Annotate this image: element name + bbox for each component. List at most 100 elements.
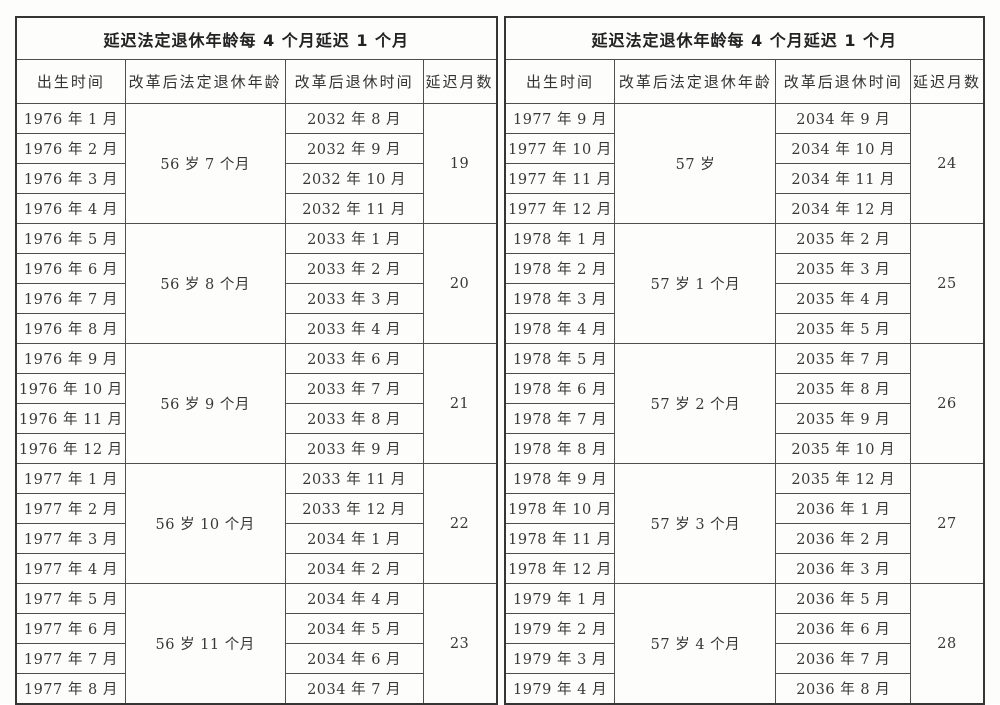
retirement-month-cell: 2032 年 9 月 — [284, 133, 424, 164]
retirement-age-cell: 57 岁 — [614, 103, 777, 224]
table-row: 1978 年 1 月 57 岁 1 个月 2035 年 2 月 25 — [504, 223, 985, 344]
delay-months-cell: 21 — [422, 343, 498, 464]
birth-month-cell: 1976 年 9 月 — [15, 343, 126, 374]
column-header-post-reform-age: 改革后法定退休年龄 — [614, 59, 777, 104]
table-row: 1976 年 9 月 56 岁 9 个月 2033 年 6 月 21 — [15, 343, 498, 464]
retirement-month-cell: 2036 年 2 月 — [775, 523, 911, 554]
table-row: 1979 年 2 月 2036 年 6 月 — [504, 613, 984, 644]
retirement-month-cell: 2036 年 3 月 — [775, 553, 911, 584]
birth-month-cell: 1976 年 5 月 — [15, 223, 126, 254]
retirement-month-cell: 2036 年 7 月 — [775, 643, 911, 674]
delay-months-cell: 23 — [422, 583, 498, 705]
table-row: 1977 年 4 月 2034 年 2 月 — [15, 553, 497, 584]
retirement-month-cell: 2035 年 3 月 — [775, 253, 911, 284]
column-header-delay-months: 延迟月数 — [422, 59, 498, 104]
birth-month-cell: 1977 年 4 月 — [15, 553, 126, 584]
table-row: 1976 年 6 月 2033 年 2 月 — [15, 253, 497, 284]
table-row: 1977 年 6 月 2034 年 5 月 — [15, 613, 497, 644]
birth-month-cell: 1979 年 1 月 — [504, 583, 616, 614]
retirement-month-cell: 2034 年 4 月 — [284, 583, 424, 614]
delay-months-cell: 20 — [422, 223, 498, 344]
retirement-table-right: 延迟法定退休年龄每 4 个月延迟 1 个月 出生时间 改革后法定退休年龄 改革后退休时… — [503, 16, 985, 705]
table-row: 1977 年 9 月 57 岁 2034 年 9 月 24 — [504, 103, 985, 224]
birth-month-cell: 1977 年 10 月 — [504, 133, 616, 164]
retirement-age-cell: 56 岁 7 个月 — [124, 103, 286, 224]
birth-month-cell: 1977 年 1 月 — [15, 463, 126, 494]
retirement-month-cell: 2035 年 4 月 — [775, 283, 911, 314]
table-row: 1976 年 8 月 2033 年 4 月 — [15, 313, 497, 344]
retirement-month-cell: 2035 年 9 月 — [775, 403, 911, 434]
birth-month-cell: 1978 年 5 月 — [504, 343, 616, 374]
table-row: 1977 年 11 月 2034 年 11 月 — [504, 163, 984, 194]
table-row: 1976 年 10 月 2033 年 7 月 — [15, 373, 497, 404]
retirement-month-cell: 2036 年 5 月 — [775, 583, 911, 614]
retirement-month-cell: 2034 年 7 月 — [284, 673, 424, 705]
table-row: 1976 年 4 月 2032 年 11 月 — [15, 193, 497, 224]
birth-month-cell: 1978 年 3 月 — [504, 283, 616, 314]
birth-month-cell: 1976 年 11 月 — [15, 403, 126, 434]
birth-month-cell: 1977 年 3 月 — [15, 523, 126, 554]
birth-month-cell: 1977 年 6 月 — [15, 613, 126, 644]
column-header-birth-time: 出生时间 — [504, 59, 616, 104]
retirement-month-cell: 2034 年 11 月 — [775, 163, 911, 194]
table-row: 1977 年 5 月 56 岁 11 个月 2034 年 4 月 23 — [15, 583, 498, 705]
retirement-age-cell: 56 岁 8 个月 — [124, 223, 286, 344]
column-header-birth-time: 出生时间 — [15, 59, 126, 104]
retirement-month-cell: 2033 年 11 月 — [284, 463, 424, 494]
birth-month-cell: 1977 年 9 月 — [504, 103, 616, 134]
retirement-age-cell: 57 岁 3 个月 — [614, 463, 777, 584]
retirement-month-cell: 2034 年 6 月 — [284, 643, 424, 674]
retirement-month-cell: 2033 年 4 月 — [284, 313, 424, 344]
delay-months-cell: 24 — [909, 103, 985, 224]
table-row: 1979 年 3 月 2036 年 7 月 — [504, 643, 984, 674]
birth-month-cell: 1979 年 3 月 — [504, 643, 616, 674]
birth-month-cell: 1976 年 12 月 — [15, 433, 126, 464]
retirement-month-cell: 2033 年 1 月 — [284, 223, 424, 254]
retirement-age-cell: 57 岁 2 个月 — [614, 343, 777, 464]
table-row: 1978 年 5 月 57 岁 2 个月 2035 年 7 月 26 — [504, 343, 985, 464]
delay-months-cell: 25 — [909, 223, 985, 344]
birth-month-cell: 1977 年 7 月 — [15, 643, 126, 674]
retirement-age-cell: 57 岁 4 个月 — [614, 583, 777, 705]
table-row: 1976 年 3 月 2032 年 10 月 — [15, 163, 497, 194]
table-title: 延迟法定退休年龄每 4 个月延迟 1 个月 — [504, 16, 985, 60]
birth-month-cell: 1978 年 7 月 — [504, 403, 616, 434]
table-row: 1979 年 1 月 57 岁 4 个月 2036 年 5 月 28 — [504, 583, 985, 705]
table-row: 1976 年 1 月 56 岁 7 个月 2032 年 8 月 19 — [15, 103, 498, 224]
retirement-month-cell: 2034 年 9 月 — [775, 103, 911, 134]
delay-months-cell: 19 — [422, 103, 498, 224]
birth-month-cell: 1978 年 2 月 — [504, 253, 616, 284]
retirement-month-cell: 2036 年 8 月 — [775, 673, 911, 705]
retirement-month-cell: 2032 年 8 月 — [284, 103, 424, 134]
retirement-month-cell: 2033 年 7 月 — [284, 373, 424, 404]
retirement-table-left: 延迟法定退休年龄每 4 个月延迟 1 个月 出生时间 改革后法定退休年龄 改革后退休时… — [15, 16, 498, 705]
retirement-age-cell: 57 岁 1 个月 — [614, 223, 777, 344]
table-row: 1978 年 8 月 2035 年 10 月 — [504, 433, 984, 464]
delay-months-cell: 27 — [909, 463, 985, 584]
table-row: 1976 年 7 月 2033 年 3 月 — [15, 283, 497, 314]
column-header-post-reform-retire-time: 改革后退休时间 — [284, 59, 424, 104]
birth-month-cell: 1978 年 9 月 — [504, 463, 616, 494]
retirement-month-cell: 2035 年 7 月 — [775, 343, 911, 374]
table-row: 1977 年 2 月 2033 年 12 月 — [15, 493, 497, 524]
retirement-month-cell: 2035 年 10 月 — [775, 433, 911, 464]
birth-month-cell: 1976 年 4 月 — [15, 193, 126, 224]
delay-months-cell: 22 — [422, 463, 498, 584]
table-row: 1977 年 10 月 2034 年 10 月 — [504, 133, 984, 164]
birth-month-cell: 1977 年 2 月 — [15, 493, 126, 524]
birth-month-cell: 1978 年 10 月 — [504, 493, 616, 524]
table-row: 1978 年 3 月 2035 年 4 月 — [504, 283, 984, 314]
retirement-month-cell: 2034 年 10 月 — [775, 133, 911, 164]
retirement-month-cell: 2033 年 3 月 — [284, 283, 424, 314]
birth-month-cell: 1976 年 10 月 — [15, 373, 126, 404]
retirement-month-cell: 2035 年 12 月 — [775, 463, 911, 494]
birth-month-cell: 1977 年 5 月 — [15, 583, 126, 614]
table-row: 1978 年 11 月 2036 年 2 月 — [504, 523, 984, 554]
retirement-month-cell: 2033 年 8 月 — [284, 403, 424, 434]
retirement-month-cell: 2033 年 9 月 — [284, 433, 424, 464]
retirement-month-cell: 2034 年 5 月 — [284, 613, 424, 644]
retirement-age-cell: 56 岁 11 个月 — [124, 583, 286, 705]
table-row: 1978 年 9 月 57 岁 3 个月 2035 年 12 月 27 — [504, 463, 985, 584]
retirement-month-cell: 2033 年 6 月 — [284, 343, 424, 374]
